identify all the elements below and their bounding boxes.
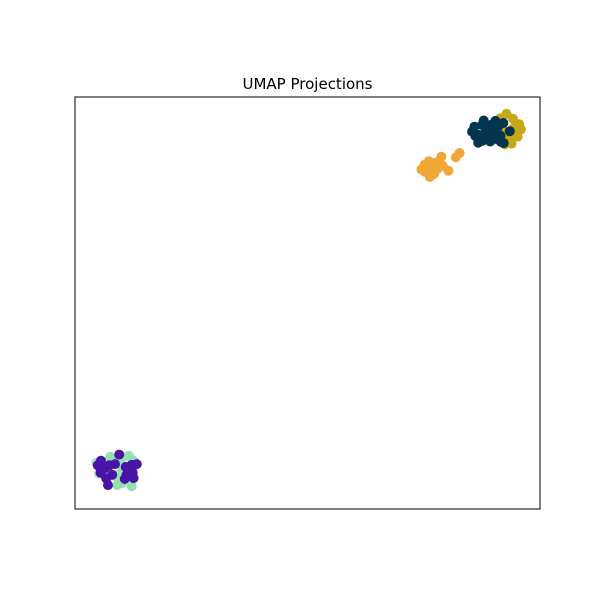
scatter-point-series-4-18 bbox=[485, 130, 496, 141]
scatter-point-series-1-16 bbox=[95, 467, 106, 478]
scatter-point-series-1-1 bbox=[96, 455, 106, 466]
scatter-point-series-4-21 bbox=[470, 131, 481, 142]
scatter-point-series-1-4 bbox=[110, 459, 120, 470]
scatter-point-series-4-16 bbox=[490, 115, 501, 126]
scatter-point-series-4-1 bbox=[469, 121, 480, 132]
scatter-point-series-1-8 bbox=[131, 459, 142, 470]
scatter-point-series-1-12 bbox=[128, 473, 139, 484]
chart-title: UMAP Projections bbox=[243, 75, 373, 93]
scatter-points bbox=[91, 108, 526, 492]
scatter-point-series-3-13 bbox=[512, 131, 523, 142]
scatter-point-series-2-15 bbox=[422, 162, 432, 173]
scatter-point-series-4-20 bbox=[504, 126, 515, 137]
scatter-point-series-1-11 bbox=[119, 473, 130, 484]
scatter-point-series-0-18 bbox=[126, 481, 137, 492]
scatter-point-series-2-13 bbox=[454, 148, 465, 158]
scatter-point-series-4-19 bbox=[495, 136, 506, 147]
scatter-point-series-4-15 bbox=[498, 118, 509, 128]
scatter-point-series-2-11 bbox=[443, 165, 454, 176]
scatter-point-series-2-5 bbox=[436, 151, 447, 162]
scatter-point-series-4-4 bbox=[478, 115, 489, 126]
scatter-point-series-1-5 bbox=[114, 449, 125, 460]
plot-frame bbox=[74, 96, 541, 510]
scatter-point-series-1-15 bbox=[103, 480, 113, 491]
scatter-point-series-1-17 bbox=[123, 466, 134, 477]
scatter-point-series-3-9 bbox=[506, 138, 517, 149]
